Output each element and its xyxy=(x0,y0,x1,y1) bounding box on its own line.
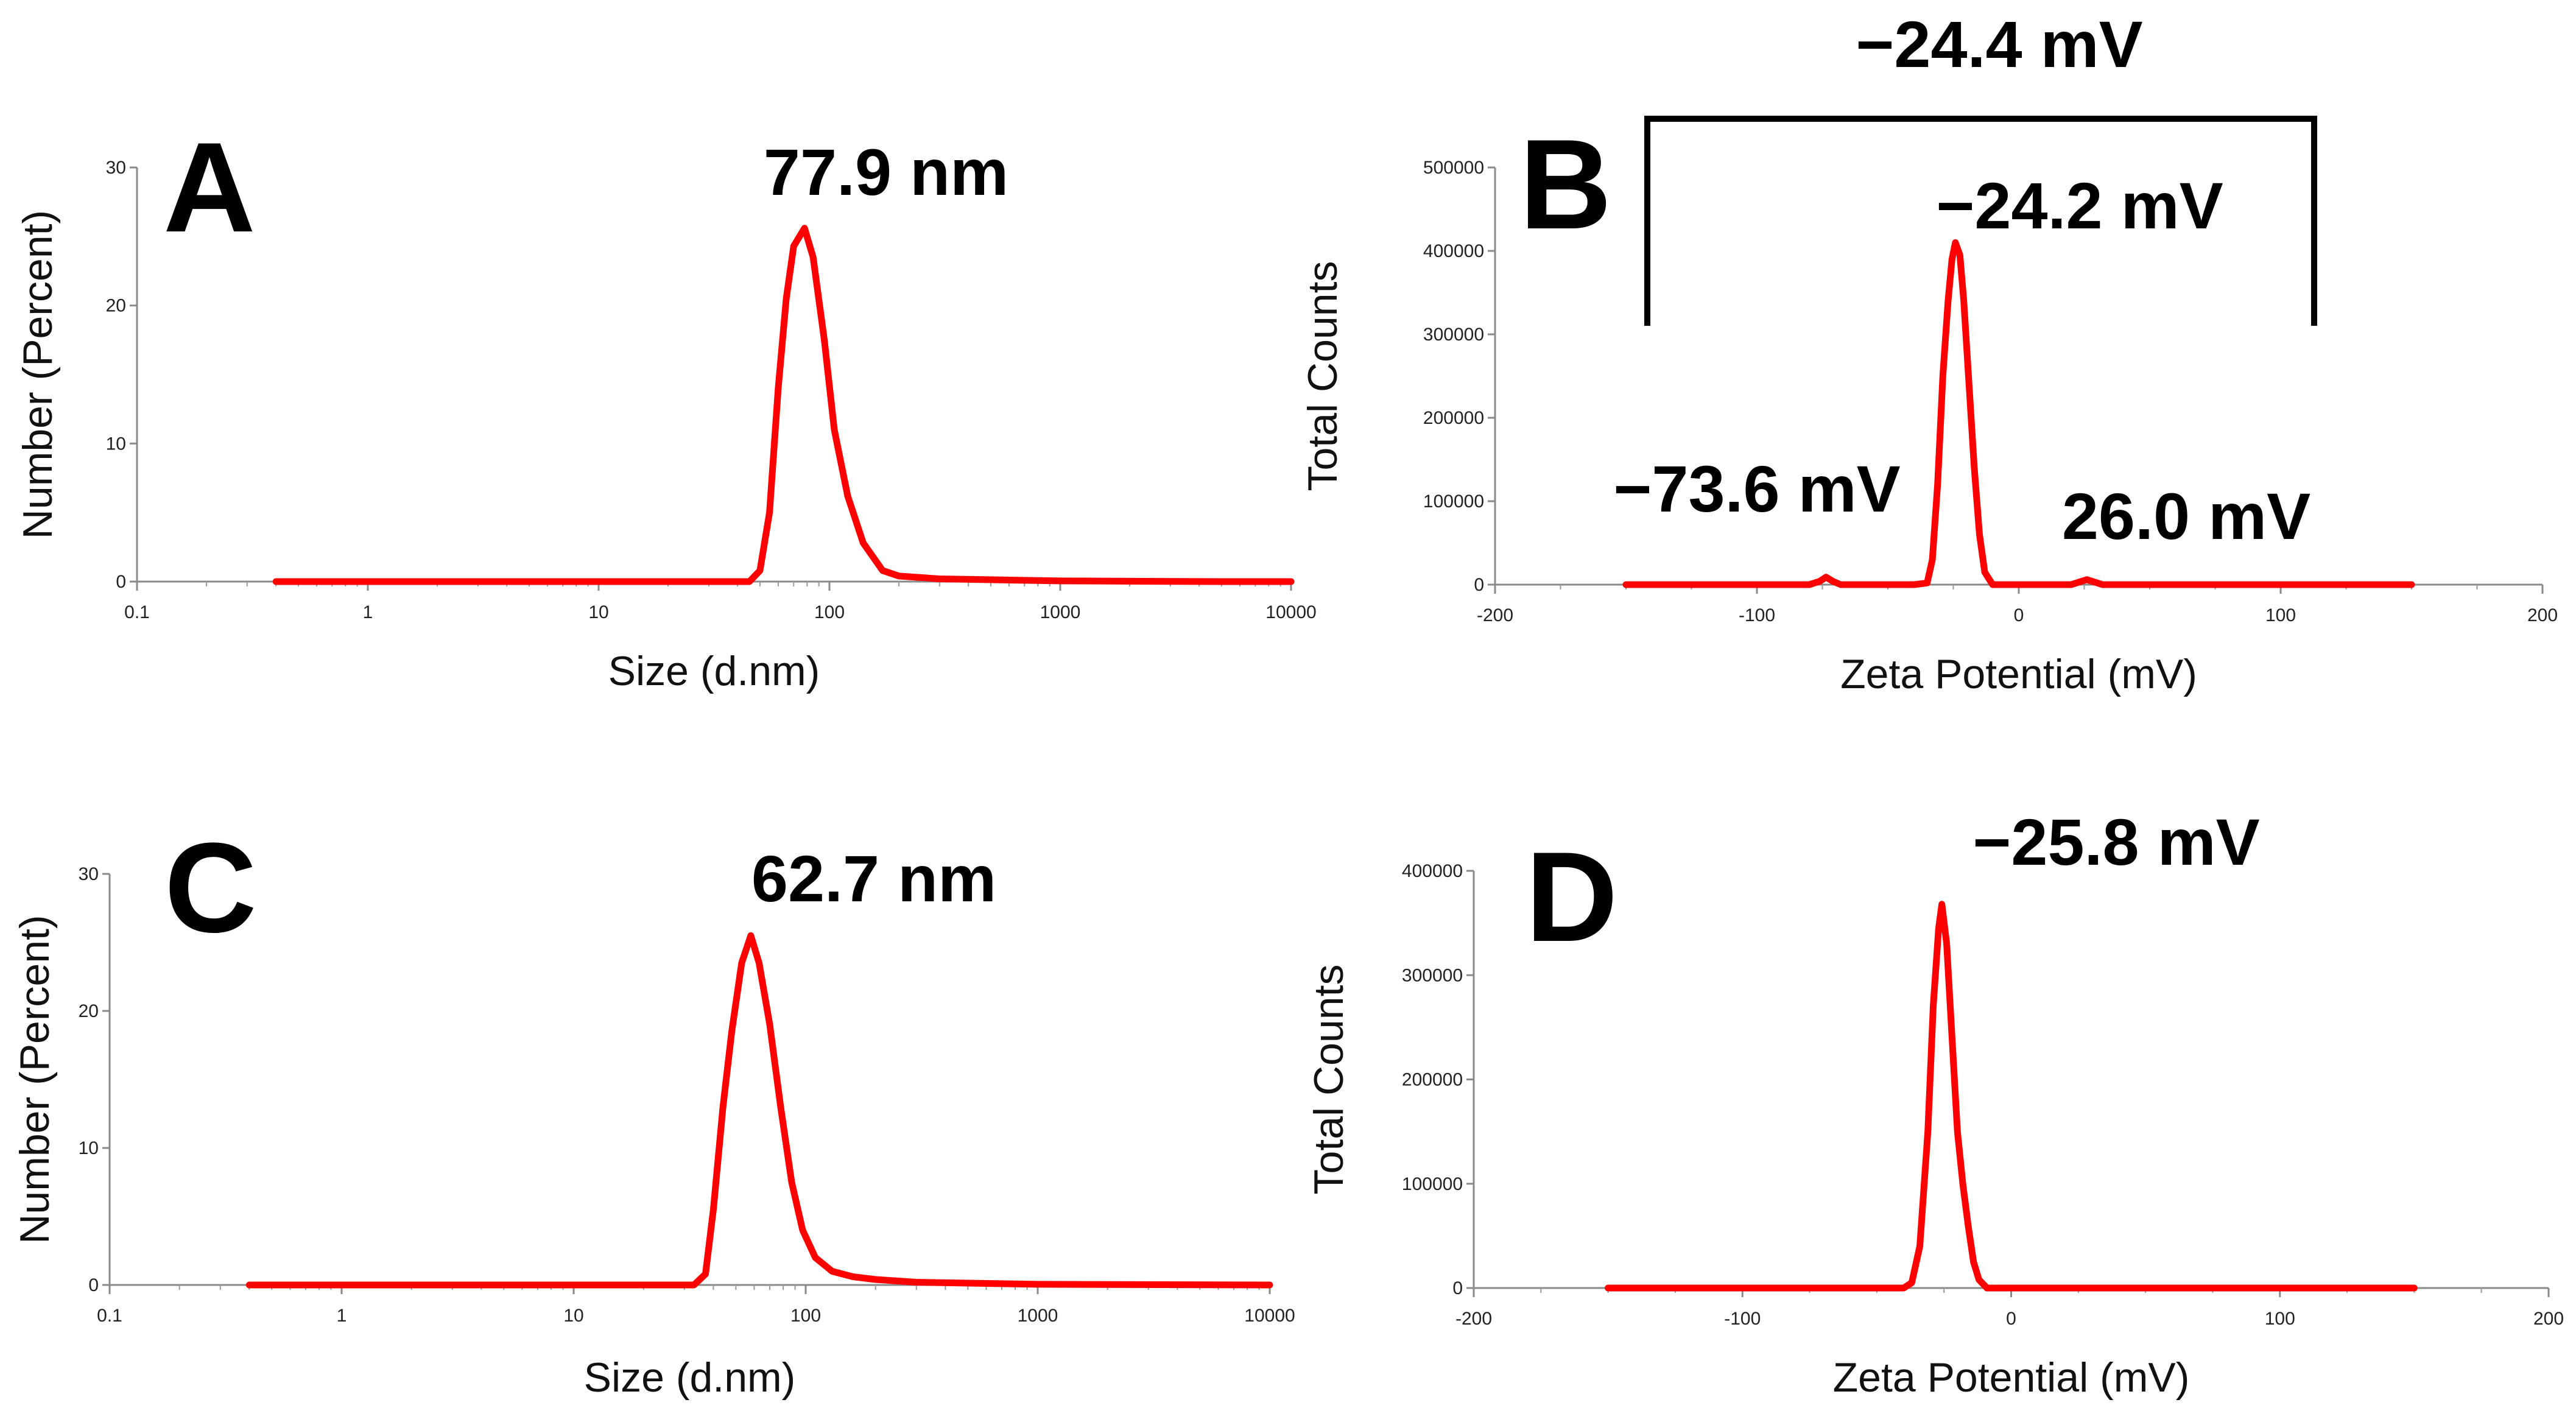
y-tick-label: 500000 xyxy=(1423,158,1484,178)
chart-panel-c: 0 10 20 30 0.1 1 10 100 1000 10000 Size (d.nm) Numb… xyxy=(12,816,1295,1401)
chart-panel-a: 0 10 20 30 0.1 1 10 100 1000 10000 Size (d.nm) Numb… xyxy=(15,116,1317,694)
y-tick-label: 100000 xyxy=(1402,1174,1463,1194)
x-tick-label: 1000 xyxy=(1018,1306,1058,1326)
x-tick-label: 1000 xyxy=(1040,602,1081,622)
y-tick-label: 10 xyxy=(106,434,126,454)
panel-label: B xyxy=(1519,113,1612,256)
y-tick-label: 400000 xyxy=(1423,241,1484,261)
y-tick-label: 300000 xyxy=(1423,325,1484,345)
x-tick-label: -100 xyxy=(1724,1309,1761,1329)
y-axis-title: Number (Percent) xyxy=(15,210,61,539)
x-tick-label: 10 xyxy=(588,602,608,622)
series-line xyxy=(1605,901,2418,1292)
bracket-annotation: −24.4 mV xyxy=(1856,7,2142,81)
x-axis-title: Size (d.nm) xyxy=(608,648,820,694)
y-tick-label: 30 xyxy=(79,864,99,884)
y-tick-label: 30 xyxy=(106,158,126,178)
x-tick-label: 1 xyxy=(337,1306,347,1326)
panel-label: D xyxy=(1526,825,1618,968)
peak-annotation: −25.8 mV xyxy=(1972,805,2259,879)
x-tick-label: 200 xyxy=(2533,1309,2564,1329)
x-tick-label: 0.1 xyxy=(124,602,150,622)
peak-annotation: −24.2 mV xyxy=(1936,169,2223,242)
x-axis-title: Size (d.nm) xyxy=(584,1354,796,1401)
y-axis-title: Total Counts xyxy=(1300,261,1346,491)
y-tick-label: 400000 xyxy=(1402,861,1463,881)
x-axis-title: Zeta Potential (mV) xyxy=(1833,1354,2190,1401)
x-tick-label: 10000 xyxy=(1244,1306,1295,1326)
peak-annotation: 62.7 nm xyxy=(751,842,996,915)
x-tick-label: -200 xyxy=(1477,605,1513,625)
x-tick-label: 1 xyxy=(363,602,373,622)
y-tick-label: 200000 xyxy=(1402,1070,1463,1090)
panel-label: C xyxy=(164,816,257,959)
y-tick-label: 0 xyxy=(1452,1278,1463,1298)
y-tick-label: 100000 xyxy=(1423,491,1484,512)
x-tick-label: 100 xyxy=(814,602,845,622)
x-tick-label: 0 xyxy=(2014,605,2024,625)
peak-annotation: −73.6 mV xyxy=(1613,452,1900,526)
chart-panel-d: 0 100000 200000 300000 400000 -200 -100 0 100 200… xyxy=(1306,805,2564,1401)
y-axis-title: Total Counts xyxy=(1306,965,1352,1195)
peak-annotation: 77.9 nm xyxy=(764,135,1008,209)
y-tick-label: 300000 xyxy=(1402,965,1463,985)
peak-bracket xyxy=(1644,116,2317,326)
peak-annotation: 26.0 mV xyxy=(2062,479,2310,553)
x-tick-label: 0 xyxy=(2006,1309,2016,1329)
x-tick-label: 100 xyxy=(2265,1309,2295,1329)
series-line xyxy=(245,932,1273,1289)
series-line xyxy=(272,225,1295,585)
y-tick-label: 20 xyxy=(106,296,126,316)
x-tick-label: 10000 xyxy=(1265,602,1316,622)
chart-panel-b: 0 100000 200000 300000 400000 500000 -200 -100 0… xyxy=(1300,7,2558,697)
y-tick-label: 20 xyxy=(79,1001,99,1021)
series-line xyxy=(1622,239,2415,588)
y-tick-label: 0 xyxy=(116,572,126,592)
x-axis-title: Zeta Potential (mV) xyxy=(1840,651,2197,697)
x-tick-label: 100 xyxy=(790,1306,821,1326)
y-tick-label: 10 xyxy=(79,1138,99,1158)
y-tick-label: 0 xyxy=(88,1275,99,1295)
y-axis-title: Number (Percent) xyxy=(12,915,58,1244)
x-tick-label: 0.1 xyxy=(97,1306,122,1326)
y-tick-label: 0 xyxy=(1474,575,1484,595)
x-tick-label: -100 xyxy=(1739,605,1775,625)
x-tick-label: 100 xyxy=(2265,605,2296,625)
y-tick-label: 200000 xyxy=(1423,408,1484,428)
x-tick-label: 10 xyxy=(563,1306,583,1326)
x-tick-label: 200 xyxy=(2527,605,2558,625)
panel-label: A xyxy=(163,116,256,259)
x-tick-label: -200 xyxy=(1455,1309,1492,1329)
